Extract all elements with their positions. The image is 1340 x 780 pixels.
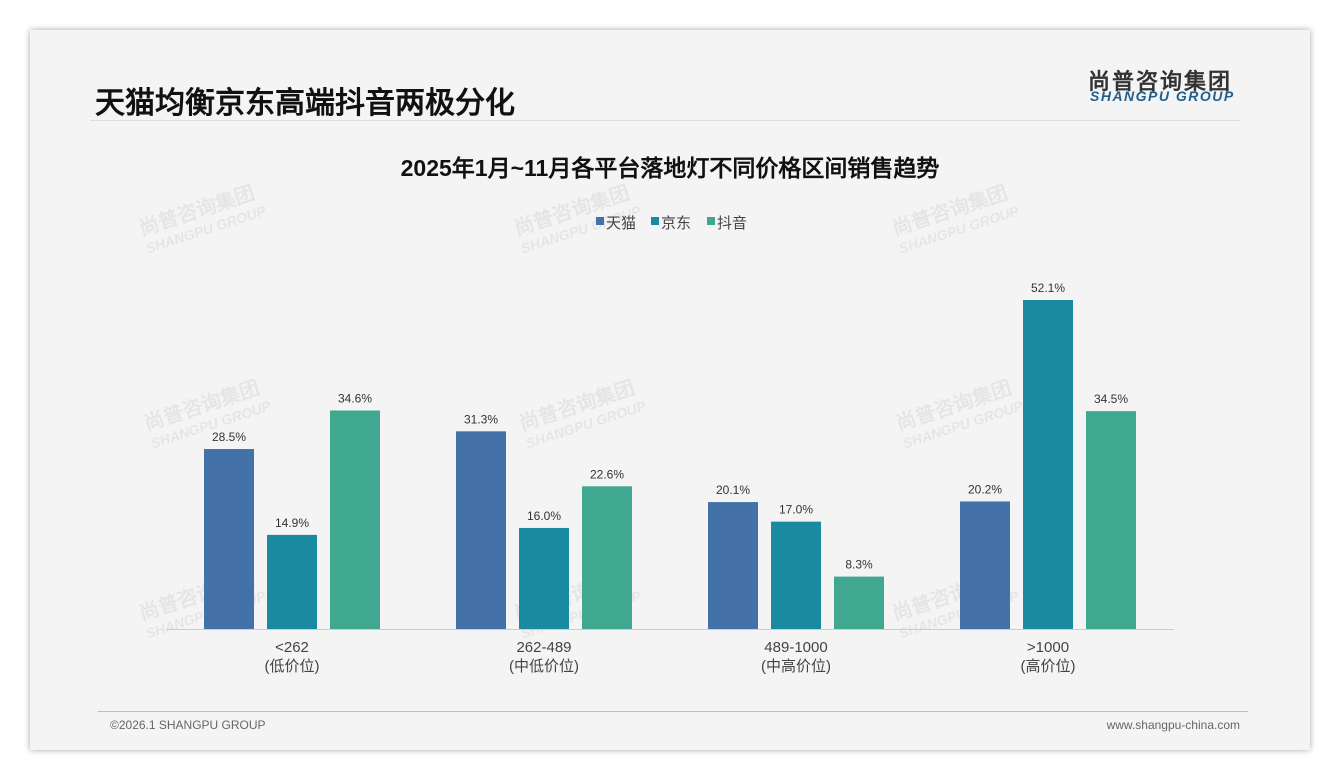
bar bbox=[771, 521, 821, 629]
chart-title: 2025年1月~11月各平台落地灯不同价格区间销售趋势 bbox=[401, 155, 940, 181]
data-label: 20.2% bbox=[968, 482, 1002, 496]
bar bbox=[834, 576, 884, 629]
bar bbox=[330, 410, 380, 629]
logo-text-en: SHANGPU GROUP bbox=[1090, 88, 1235, 104]
data-label: 14.9% bbox=[275, 516, 309, 530]
x-tick-sublabel: (低价位) bbox=[265, 658, 320, 675]
bar bbox=[708, 502, 758, 629]
x-tick-label: 262-489 bbox=[516, 639, 571, 656]
data-label: 17.0% bbox=[779, 503, 813, 517]
bar bbox=[519, 527, 569, 629]
legend-swatch bbox=[596, 217, 604, 225]
footer-copyright: ©2026.1 SHANGPU GROUP bbox=[110, 718, 266, 732]
bar bbox=[204, 449, 254, 629]
legend-label: 京东 bbox=[661, 215, 691, 232]
legend-swatch bbox=[707, 217, 715, 225]
x-tick-sublabel: (中高价位) bbox=[761, 658, 831, 675]
footer-divider bbox=[98, 711, 1248, 712]
footer-website: www.shangpu-china.com bbox=[1106, 718, 1240, 732]
x-tick-sublabel: (高价位) bbox=[1021, 658, 1076, 675]
header-divider bbox=[90, 120, 1240, 121]
bar bbox=[267, 534, 317, 629]
x-tick-sublabel: (中低价位) bbox=[509, 658, 579, 675]
bar bbox=[1086, 411, 1136, 629]
bar bbox=[1023, 300, 1073, 629]
logo-text-cn: 尚普咨询集团 bbox=[1088, 69, 1233, 94]
data-label: 31.3% bbox=[464, 412, 498, 426]
data-label: 34.6% bbox=[338, 392, 372, 406]
data-label: 8.3% bbox=[845, 558, 873, 572]
data-label: 22.6% bbox=[590, 467, 624, 481]
data-label: 16.0% bbox=[527, 509, 561, 523]
legend-label: 抖音 bbox=[717, 215, 747, 232]
x-tick-label: <262 bbox=[275, 639, 309, 656]
bar bbox=[582, 486, 632, 629]
legend-swatch bbox=[651, 217, 659, 225]
data-label: 52.1% bbox=[1031, 281, 1065, 295]
data-label: 34.5% bbox=[1094, 392, 1128, 406]
bar bbox=[960, 501, 1010, 629]
data-label: 28.5% bbox=[212, 430, 246, 444]
page-title: 天猫均衡京东高端抖音两极分化 bbox=[95, 87, 515, 120]
legend-label: 天猫 bbox=[606, 215, 636, 232]
data-label: 20.1% bbox=[716, 483, 750, 497]
x-tick-label: 489-1000 bbox=[764, 639, 827, 656]
x-tick-label: >1000 bbox=[1027, 639, 1069, 656]
bar bbox=[456, 431, 506, 629]
